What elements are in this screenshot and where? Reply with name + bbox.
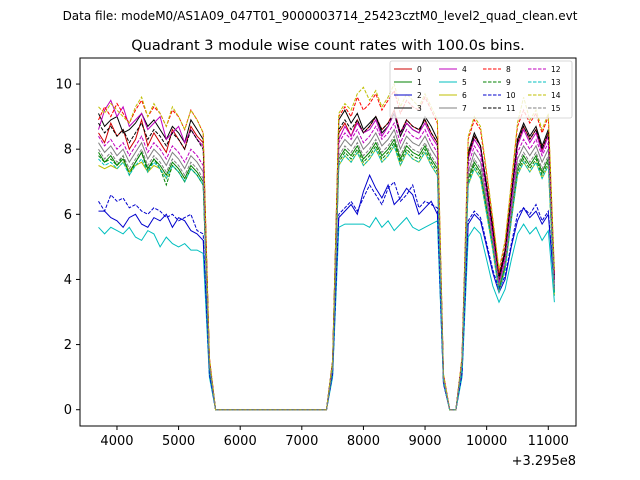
x-tick-label: 8000 <box>347 434 380 449</box>
y-tick-label: 6 <box>64 208 72 223</box>
legend-label-2: 2 <box>417 91 422 100</box>
y-tick-label: 4 <box>64 273 72 288</box>
legend-label-10: 10 <box>506 91 516 100</box>
legend-label-1: 1 <box>417 78 422 87</box>
x-tick-label: 7000 <box>285 434 318 449</box>
series-line-5 <box>98 216 555 411</box>
legend-label-0: 0 <box>417 65 422 74</box>
legend-box <box>389 60 573 119</box>
x-tick-label: 4000 <box>100 434 133 449</box>
legend-label-11: 11 <box>506 104 516 113</box>
legend-label-14: 14 <box>551 91 561 100</box>
x-tick-label: 11000 <box>528 434 569 449</box>
legend-label-3: 3 <box>417 104 422 113</box>
series-line-11 <box>98 112 555 411</box>
x-tick-label: 10000 <box>466 434 507 449</box>
legend-label-4: 4 <box>462 65 467 74</box>
series-line-0 <box>98 108 555 411</box>
chart-title: Quadrant 3 module wise count rates with … <box>131 38 525 54</box>
y-tick-label: 2 <box>64 338 72 353</box>
legend-label-7: 7 <box>462 104 467 113</box>
x-tick-label: 6000 <box>224 434 257 449</box>
series-line-14 <box>98 82 555 411</box>
legend-label-8: 8 <box>506 65 511 74</box>
legend-label-12: 12 <box>551 65 561 74</box>
series-line-13 <box>98 144 555 411</box>
y-axis: 0 2 4 6 8 10 <box>55 78 80 418</box>
series-line-3 <box>98 109 555 411</box>
x-offset-label: +3.295e8 <box>512 454 576 469</box>
legend-label-13: 13 <box>551 78 561 87</box>
series-line-15 <box>98 135 555 411</box>
series-line-8 <box>98 89 555 411</box>
plot-lines <box>98 82 555 411</box>
plot-frame <box>79 57 577 427</box>
legend-label-9: 9 <box>506 78 511 87</box>
x-tick-label: 9000 <box>408 434 441 449</box>
y-tick-label: 10 <box>55 78 72 93</box>
y-tick-label: 0 <box>64 403 72 418</box>
series-line-12 <box>98 121 555 411</box>
legend-label-6: 6 <box>462 91 467 100</box>
x-tick-label: 5000 <box>162 434 195 449</box>
legend-label-15: 15 <box>551 104 561 113</box>
series-line-10 <box>98 180 555 411</box>
y-tick-label: 8 <box>64 143 72 158</box>
x-axis: 4000 5000 6000 7000 8000 9000 10000 11000 <box>100 426 569 449</box>
legend-label-5: 5 <box>462 78 467 87</box>
suptitle: Data file: modeM0/AS1A09_047T01_90000037… <box>63 9 578 23</box>
series-line-2 <box>98 173 555 411</box>
